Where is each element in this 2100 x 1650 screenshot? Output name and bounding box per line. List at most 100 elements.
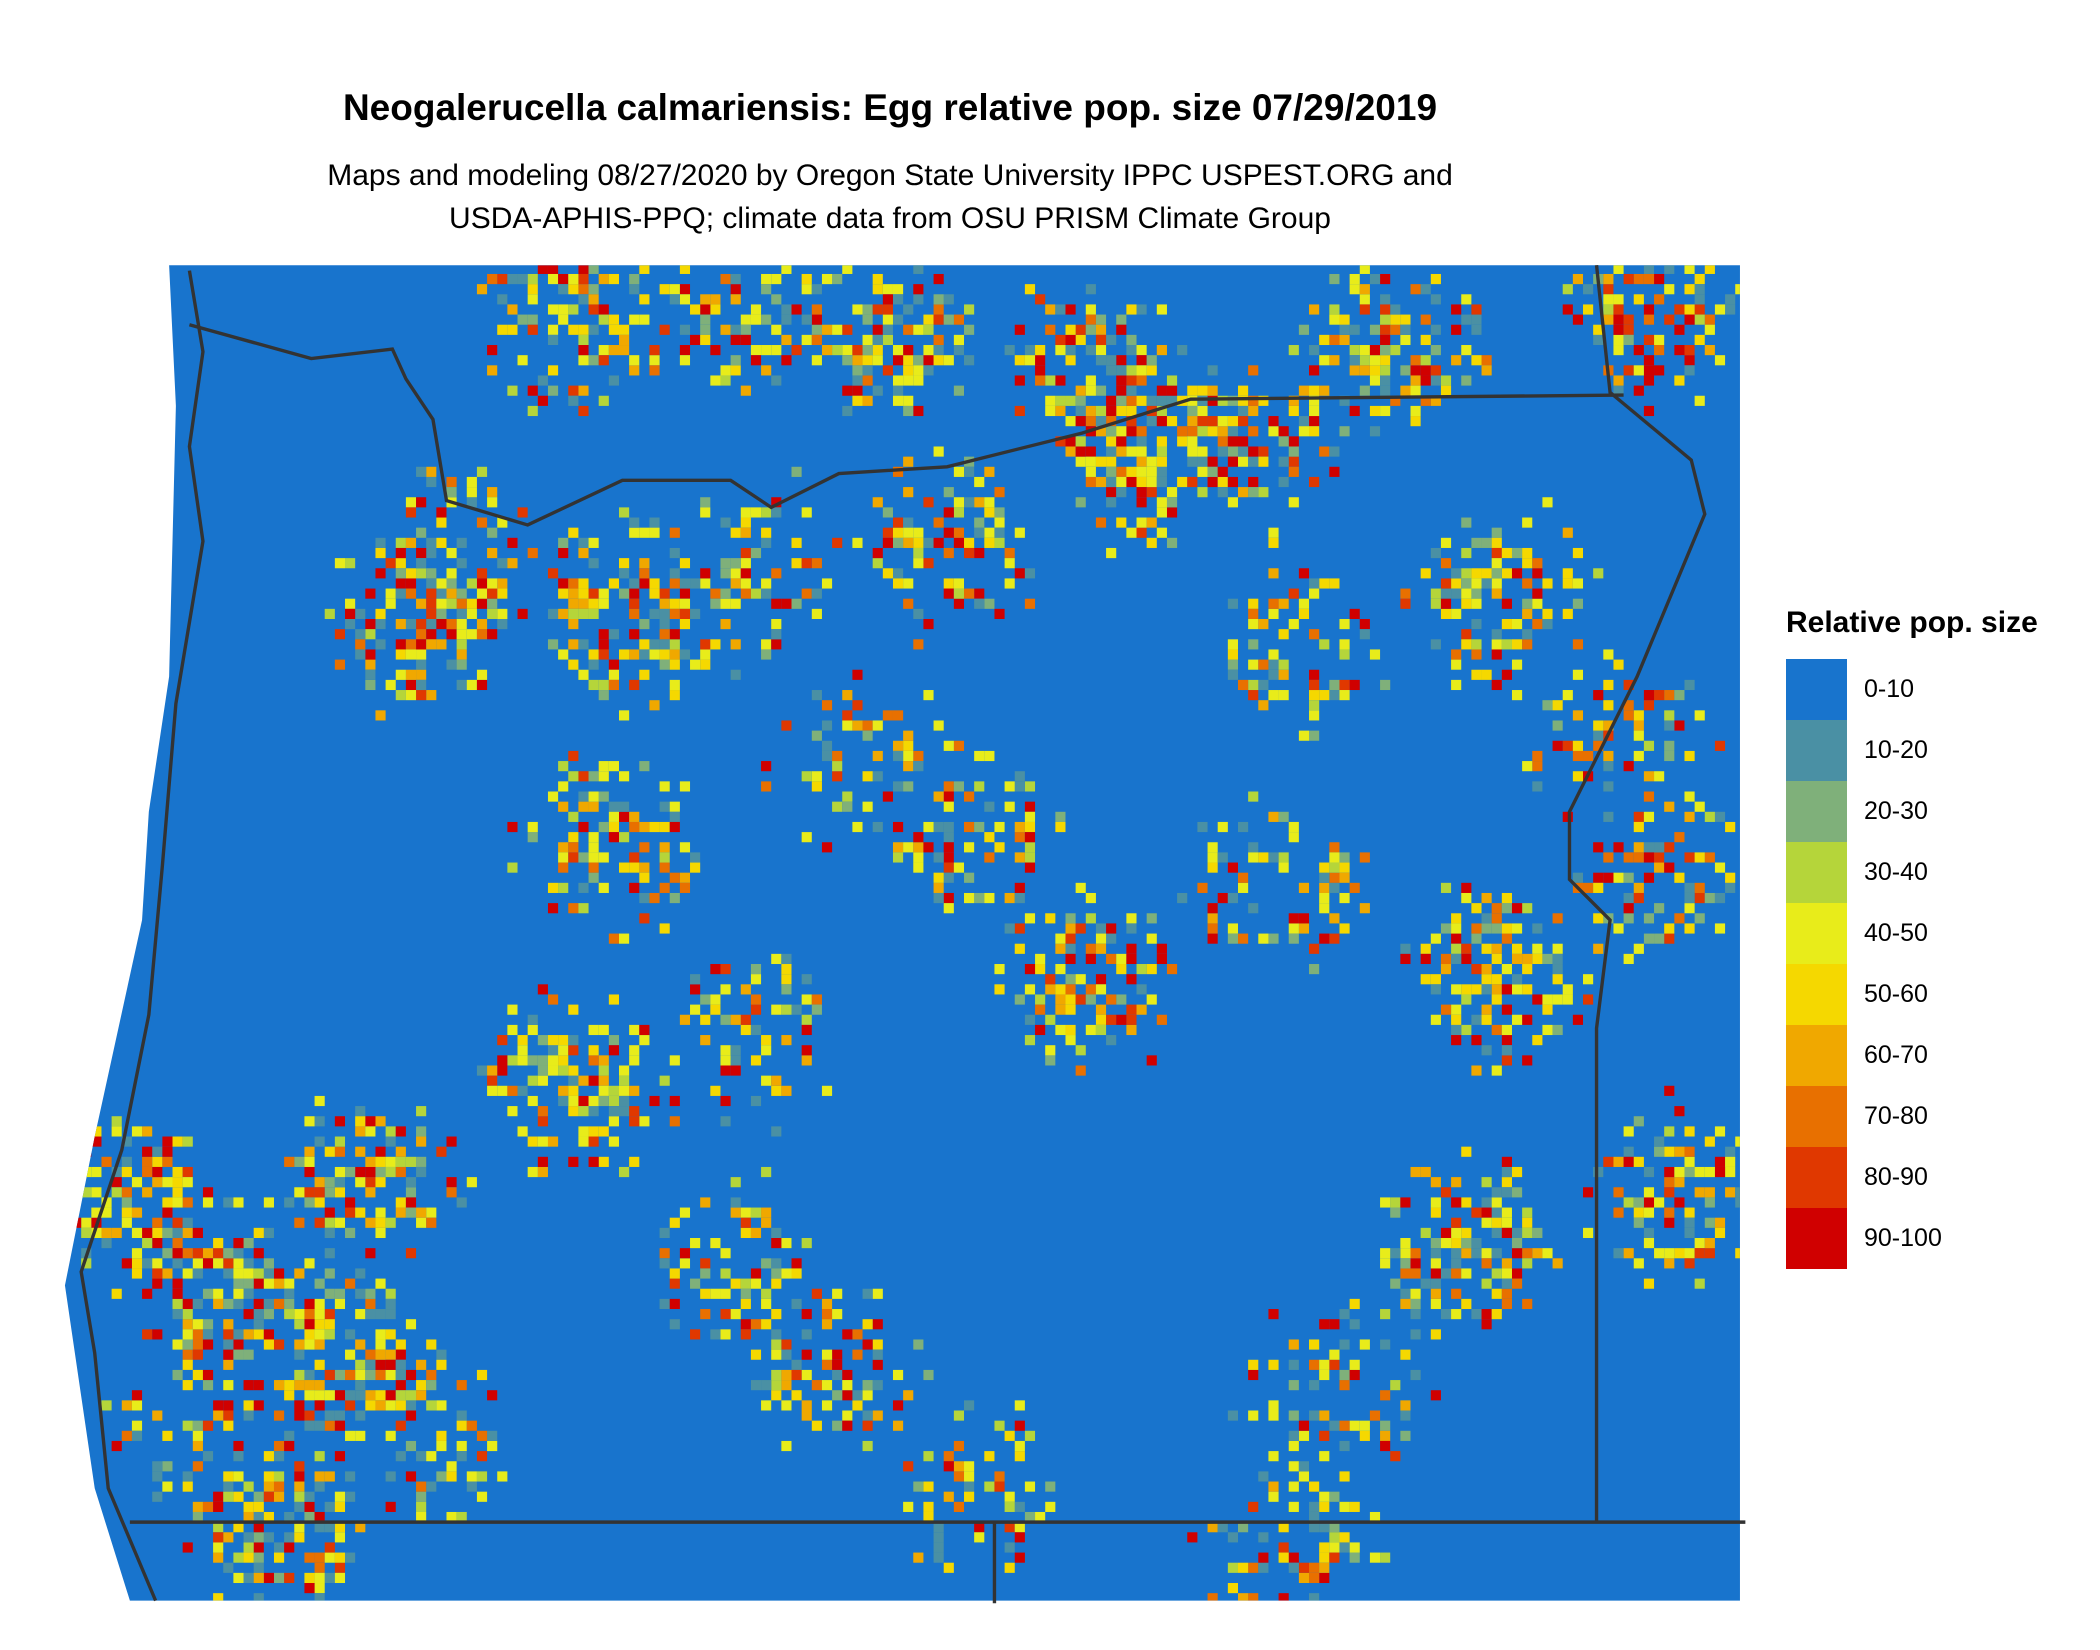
- raster-cell: [1654, 852, 1665, 863]
- raster-cell: [994, 527, 1005, 538]
- raster-cell: [385, 1298, 396, 1310]
- raster-cell: [953, 466, 965, 477]
- raster-cell: [994, 821, 1005, 833]
- raster-cell: [659, 598, 670, 609]
- raster-cell: [1451, 1268, 1462, 1279]
- raster-cell: [1136, 355, 1147, 366]
- raster-cell: [842, 690, 853, 701]
- raster-cell: [892, 1369, 904, 1381]
- raster-cell: [1187, 476, 1198, 488]
- raster-cell: [537, 1075, 548, 1086]
- raster-cell: [1623, 1248, 1634, 1259]
- raster-cell: [761, 527, 772, 538]
- raster-cell: [426, 547, 437, 559]
- raster-cell: [1136, 984, 1147, 995]
- raster-cell: [1481, 1004, 1492, 1015]
- raster-cell: [740, 984, 751, 995]
- raster-cell: [629, 862, 640, 873]
- raster-cell: [527, 1095, 538, 1107]
- raster-cell: [659, 821, 670, 833]
- raster-cell: [1390, 1197, 1401, 1208]
- raster-cell: [1298, 1430, 1310, 1441]
- raster-cell: [304, 1258, 315, 1269]
- raster-cell: [700, 497, 711, 508]
- raster-cell: [1106, 497, 1117, 508]
- raster-cell: [253, 1278, 264, 1289]
- raster-cell: [1288, 466, 1299, 477]
- raster-cell: [91, 1207, 102, 1218]
- raster-cell: [314, 1298, 325, 1310]
- raster-cell: [1664, 801, 1675, 812]
- raster-cell: [487, 547, 498, 559]
- raster-cell: [1024, 852, 1036, 863]
- raster-cell: [679, 284, 691, 295]
- raster-cell: [558, 852, 569, 863]
- raster-cell: [913, 1552, 924, 1563]
- raster-cell: [872, 821, 883, 833]
- raster-cell: [679, 618, 691, 630]
- raster-cell: [659, 882, 670, 893]
- raster-cell: [649, 1095, 660, 1107]
- raster-cell: [395, 639, 406, 650]
- raster-cell: [740, 507, 751, 518]
- raster-cell: [1745, 893, 1755, 903]
- raster-cell: [578, 882, 589, 893]
- raster-cell: [1674, 324, 1685, 335]
- raster-cell: [791, 466, 802, 477]
- raster-cell: [1522, 1227, 1533, 1238]
- raster-cell: [1329, 355, 1340, 366]
- raster-cell: [903, 365, 914, 376]
- raster-cell: [578, 598, 589, 609]
- raster-cell: [538, 254, 548, 264]
- raster-cell: [1217, 1522, 1228, 1533]
- raster-cell: [1400, 1410, 1411, 1421]
- raster-cell: [314, 1522, 325, 1533]
- raster-cell: [669, 1278, 680, 1289]
- raster-cell: [892, 750, 904, 762]
- raster-cell: [964, 547, 975, 559]
- raster-cell: [355, 1207, 366, 1218]
- raster-cell: [842, 791, 853, 802]
- raster-cell: [314, 1420, 325, 1431]
- raster-cell: [720, 618, 731, 630]
- raster-cell: [1248, 618, 1259, 630]
- raster-cell: [213, 1542, 224, 1553]
- raster-cell: [243, 1532, 254, 1543]
- raster-cell: [903, 1501, 914, 1512]
- raster-cell: [1552, 1024, 1563, 1036]
- raster-cell: [1440, 375, 1452, 386]
- raster-cell: [476, 1451, 488, 1462]
- raster-cell: [1166, 964, 1178, 975]
- raster-cell: [263, 1329, 274, 1340]
- raster-cell: [872, 273, 883, 285]
- raster-cell: [1481, 1248, 1492, 1259]
- raster-cell: [1562, 284, 1573, 295]
- raster-cell: [487, 365, 498, 376]
- raster-cell: [1684, 923, 1695, 934]
- raster-cell: [578, 537, 589, 548]
- raster-cell: [243, 1288, 254, 1299]
- raster-cell: [1674, 832, 1685, 843]
- raster-cell: [1187, 436, 1198, 447]
- raster-cell: [334, 1410, 346, 1421]
- raster-cell: [1481, 1309, 1492, 1320]
- raster-cell: [1106, 456, 1117, 467]
- raster-cell: [1055, 375, 1066, 386]
- raster-cell: [1116, 1014, 1127, 1025]
- raster-cell: [1136, 345, 1147, 356]
- raster-cell: [476, 284, 488, 295]
- raster-cell: [1461, 375, 1472, 386]
- raster-cell: [253, 1532, 264, 1543]
- raster-cell: [1471, 964, 1482, 975]
- raster-cell: [1654, 1136, 1665, 1147]
- raster-cell: [355, 1177, 366, 1188]
- raster-cell: [1187, 426, 1198, 437]
- raster-cell: [862, 395, 873, 406]
- raster-cell: [1491, 1309, 1502, 1320]
- raster-cell: [1491, 1268, 1502, 1279]
- raster-cell: [1766, 1208, 1776, 1218]
- raster-cell: [598, 355, 609, 366]
- raster-cell: [629, 314, 640, 325]
- raster-cell: [943, 852, 954, 863]
- raster-cell: [1623, 903, 1634, 914]
